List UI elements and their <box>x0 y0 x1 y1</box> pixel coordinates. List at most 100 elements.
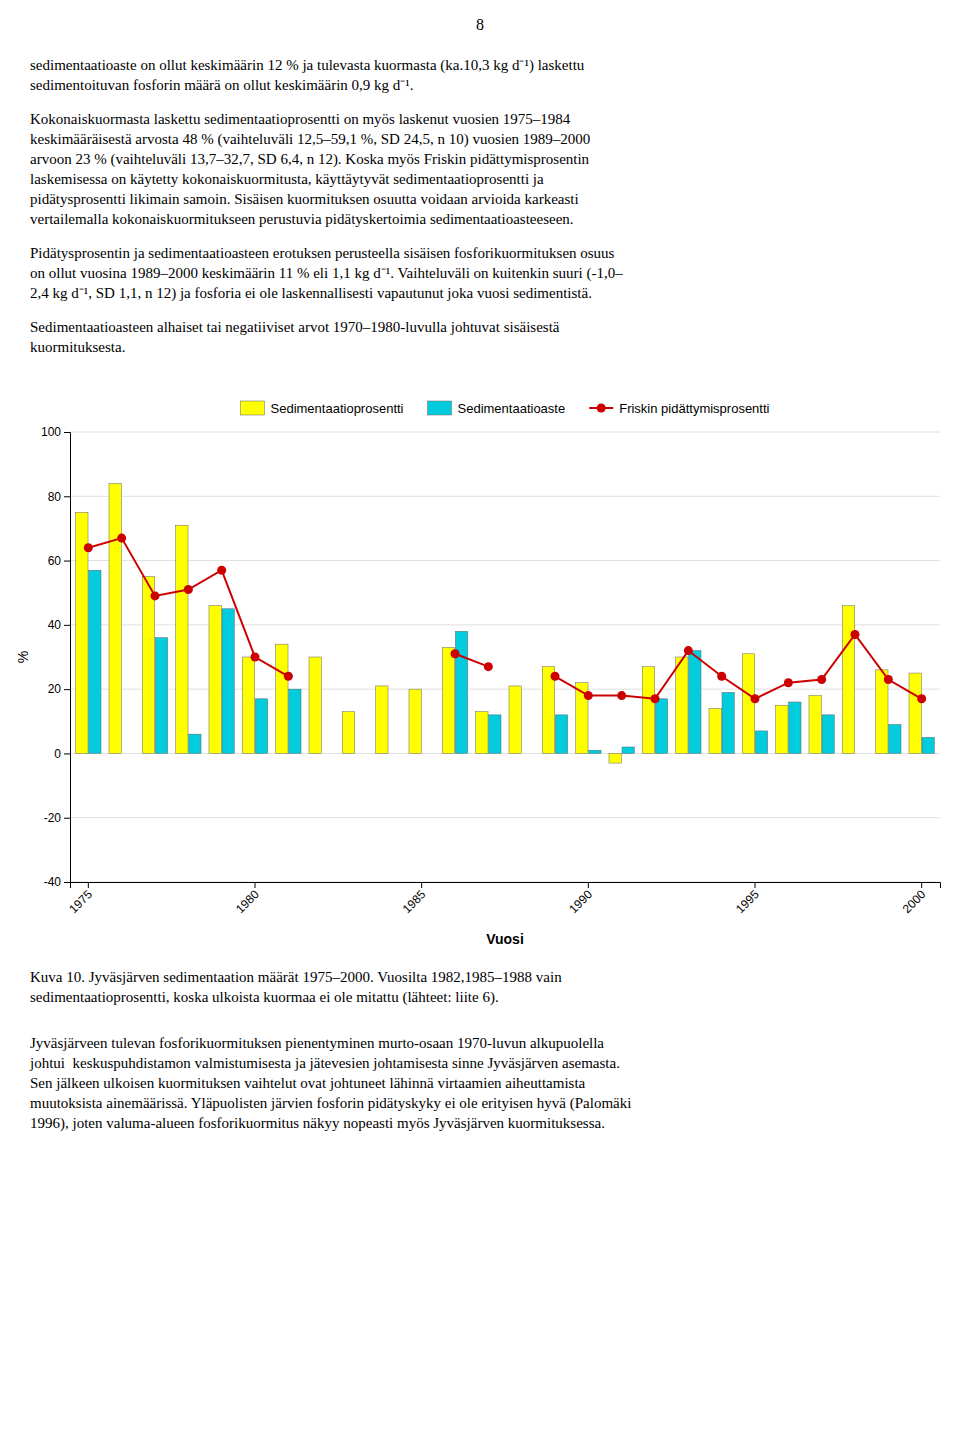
bar <box>455 631 467 753</box>
marker <box>117 534 126 543</box>
bar <box>609 753 621 763</box>
y-tick-mark <box>64 689 70 690</box>
bar <box>555 715 567 754</box>
bar <box>722 692 734 753</box>
paragraph-line: 1996), joten valuma-alueen fosforikuormi… <box>30 1115 605 1132</box>
page: 8 sedimentaatioaste on ollut keskimäärin … <box>0 0 960 1432</box>
paragraph-line: laskemisessa on käytetty kokonaiskuormit… <box>30 171 544 187</box>
x-tick-label: 2000 <box>900 887 929 916</box>
y-tick: 0 <box>54 747 70 761</box>
bar <box>589 750 601 753</box>
x-tick-label: 1995 <box>733 887 762 916</box>
paragraph-line: 2,4 kg d⁻¹, SD 1,1, n 12) ja fosforia ei… <box>30 285 592 302</box>
marker <box>717 672 726 681</box>
marker <box>551 672 560 681</box>
marker <box>251 653 260 662</box>
x-tick-mark <box>755 882 756 888</box>
y-tick: 40 <box>48 618 70 632</box>
paragraph-line: keskimääräisestä arvosta 48 % (vaihteluv… <box>30 131 590 148</box>
marker <box>784 678 793 687</box>
bar <box>789 702 801 753</box>
bar-series <box>76 483 922 763</box>
y-tick: 80 <box>48 490 70 504</box>
y-tick: 100 <box>41 425 70 439</box>
chart: -40-200204060801001975198019851990199520… <box>15 401 941 947</box>
y-tick-label: 60 <box>48 554 62 568</box>
y-tick-label: 100 <box>41 425 61 439</box>
markers <box>84 534 926 704</box>
x-tick: 1975 <box>66 882 95 916</box>
marker <box>84 543 93 552</box>
bar <box>855 753 867 754</box>
bar <box>142 577 154 754</box>
x-tick-mark <box>255 882 256 888</box>
y-tick-label: -40 <box>44 875 62 889</box>
x-axis: 1975 1980 1985 1990 1995 2000 <box>66 882 940 916</box>
paragraph-line: muutoksista ainemäärissä. Yläpuolisten j… <box>30 1095 631 1112</box>
legend-label: Friskin pidättymisprosentti <box>619 401 769 416</box>
marker <box>184 585 193 594</box>
paragraph-line: arvoon 23 % (vaihteluväli 13,7–32,7, SD … <box>30 151 590 168</box>
bar <box>255 699 267 754</box>
marker <box>584 691 593 700</box>
legend-item: Sedimentaatioaste <box>428 401 566 416</box>
paragraph-line: on ollut vuosina 1989–2000 keskimäärin 1… <box>30 265 623 282</box>
paragraph-line: kuormituksesta. <box>30 339 125 355</box>
page-number: 8 <box>476 16 484 33</box>
x-axis-line <box>71 883 941 889</box>
y-tick-mark <box>64 432 70 433</box>
y-tick-mark <box>64 818 70 819</box>
y-tick-mark <box>64 496 70 497</box>
x-tick: 1985 <box>400 882 429 916</box>
bar <box>842 606 854 754</box>
y-tick-mark <box>64 882 70 883</box>
legend-item: Friskin pidättymisprosentti <box>589 401 769 416</box>
x-axis-title: Vuosi <box>486 931 524 947</box>
x-tick: 2000 <box>900 882 929 916</box>
x-tick: 1990 <box>566 882 595 916</box>
paragraph-line: Jyväsjärveen tulevan fosforikuormituksen… <box>30 1035 604 1051</box>
bar <box>222 609 234 754</box>
marker <box>284 672 293 681</box>
grid <box>70 432 940 882</box>
y-axis: -40-20020406080100 <box>41 425 71 889</box>
marker <box>817 675 826 684</box>
caption-line: sedimentaatioprosentti, koska ulkoista k… <box>30 989 499 1006</box>
bar <box>676 657 688 753</box>
marker <box>684 646 693 655</box>
x-tick-mark <box>588 882 589 888</box>
marker <box>851 630 860 639</box>
grid-line <box>70 624 940 625</box>
marker <box>917 694 926 703</box>
bar <box>742 654 754 754</box>
bar <box>655 699 667 754</box>
bar <box>242 657 254 753</box>
bar <box>189 734 201 753</box>
grid-line <box>70 496 940 497</box>
plot-area <box>76 483 935 763</box>
paragraph-line: sedimentaatioaste on ollut keskimäärin 1… <box>30 57 585 74</box>
x-tick-label: 1985 <box>400 887 429 916</box>
y-tick-label: 20 <box>48 682 62 696</box>
x-tick: 1980 <box>233 882 262 916</box>
x-tick-mark <box>421 882 422 888</box>
caption-line: Kuva 10. Jyväsjärven sedimentaation määr… <box>30 969 562 985</box>
marker <box>484 662 493 671</box>
bar <box>342 712 354 754</box>
x-tick: 1995 <box>733 882 762 916</box>
bar <box>309 657 321 753</box>
y-tick-mark <box>64 753 70 754</box>
bar <box>476 712 488 754</box>
line <box>88 538 921 699</box>
bar <box>755 731 767 754</box>
y-tick-mark <box>64 561 70 562</box>
bar <box>509 686 521 754</box>
bar <box>209 606 221 754</box>
bar <box>622 747 634 753</box>
y-tick: 20 <box>48 682 70 696</box>
paragraph-line: johtui keskuspuhdistamon valmistumisesta… <box>29 1055 620 1071</box>
bar <box>642 667 654 754</box>
bar <box>276 644 288 753</box>
bar <box>442 647 454 753</box>
y-axis-title: % <box>15 651 31 663</box>
